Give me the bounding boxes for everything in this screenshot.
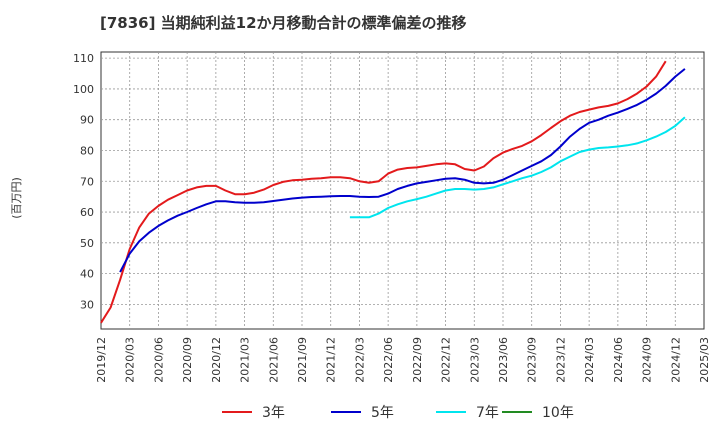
legend-item: 7年 (436, 402, 499, 422)
x-tick-label: 2021/06 (267, 337, 280, 383)
y-tick-label: 60 (80, 206, 94, 219)
legend-item: 3年 (222, 402, 285, 422)
y-tick-label: 40 (80, 268, 94, 281)
legend-label: 10年 (542, 405, 574, 421)
legend-item: 10年 (502, 402, 574, 422)
x-tick-label: 2022/12 (440, 337, 453, 383)
x-tick-label: 2020/03 (124, 337, 137, 383)
legend-label: 7年 (476, 405, 499, 421)
x-tick-label: 2023/09 (526, 337, 539, 383)
series-line-7年 (349, 116, 686, 219)
x-tick-label: 2023/06 (497, 337, 510, 383)
y-tick-label: 100 (73, 83, 94, 96)
x-tick-label: 2021/09 (296, 337, 309, 383)
legend-label: 5年 (371, 405, 394, 421)
legend: 3年 5年 7年 10年 (0, 402, 720, 426)
x-tick-label: 2019/12 (95, 337, 108, 383)
x-tick-label: 2021/12 (325, 337, 338, 383)
x-tick-label: 2020/09 (181, 337, 194, 383)
legend-swatch (502, 411, 532, 413)
series-line-3年 (100, 60, 667, 324)
y-tick-label: 30 (80, 298, 94, 311)
plot-frame (100, 51, 705, 330)
legend-swatch (331, 411, 361, 413)
x-tick-label: 2024/12 (669, 337, 682, 383)
legend-swatch (436, 411, 466, 413)
x-tick-label: 2024/03 (583, 337, 596, 383)
x-tick-label: 2020/06 (152, 337, 165, 383)
legend-item: 5年 (331, 402, 394, 422)
x-tick-label: 2020/12 (210, 337, 223, 383)
y-tick-label: 90 (80, 114, 94, 127)
x-tick-label: 2024/06 (612, 337, 625, 383)
y-tick-label: 50 (80, 237, 94, 250)
x-tick-label: 2022/06 (382, 337, 395, 383)
x-tick-label: 2023/03 (468, 337, 481, 383)
x-tick-label: 2024/09 (641, 337, 654, 383)
y-tick-label: 70 (80, 175, 94, 188)
series-line-5年 (119, 68, 686, 273)
x-tick-label: 2022/03 (353, 337, 366, 383)
x-tick-label: 2025/03 (698, 337, 711, 383)
y-tick-label: 80 (80, 144, 94, 157)
x-tick-label: 2022/09 (411, 337, 424, 383)
y-tick-label: 110 (73, 52, 94, 65)
chart-title: [7836] 当期純利益12か月移動合計の標準偏差の推移 (100, 14, 467, 32)
legend-swatch (222, 411, 252, 413)
x-tick-label: 2023/12 (554, 337, 567, 383)
x-tick-label: 2021/03 (239, 337, 252, 383)
legend-label: 3年 (262, 405, 285, 421)
